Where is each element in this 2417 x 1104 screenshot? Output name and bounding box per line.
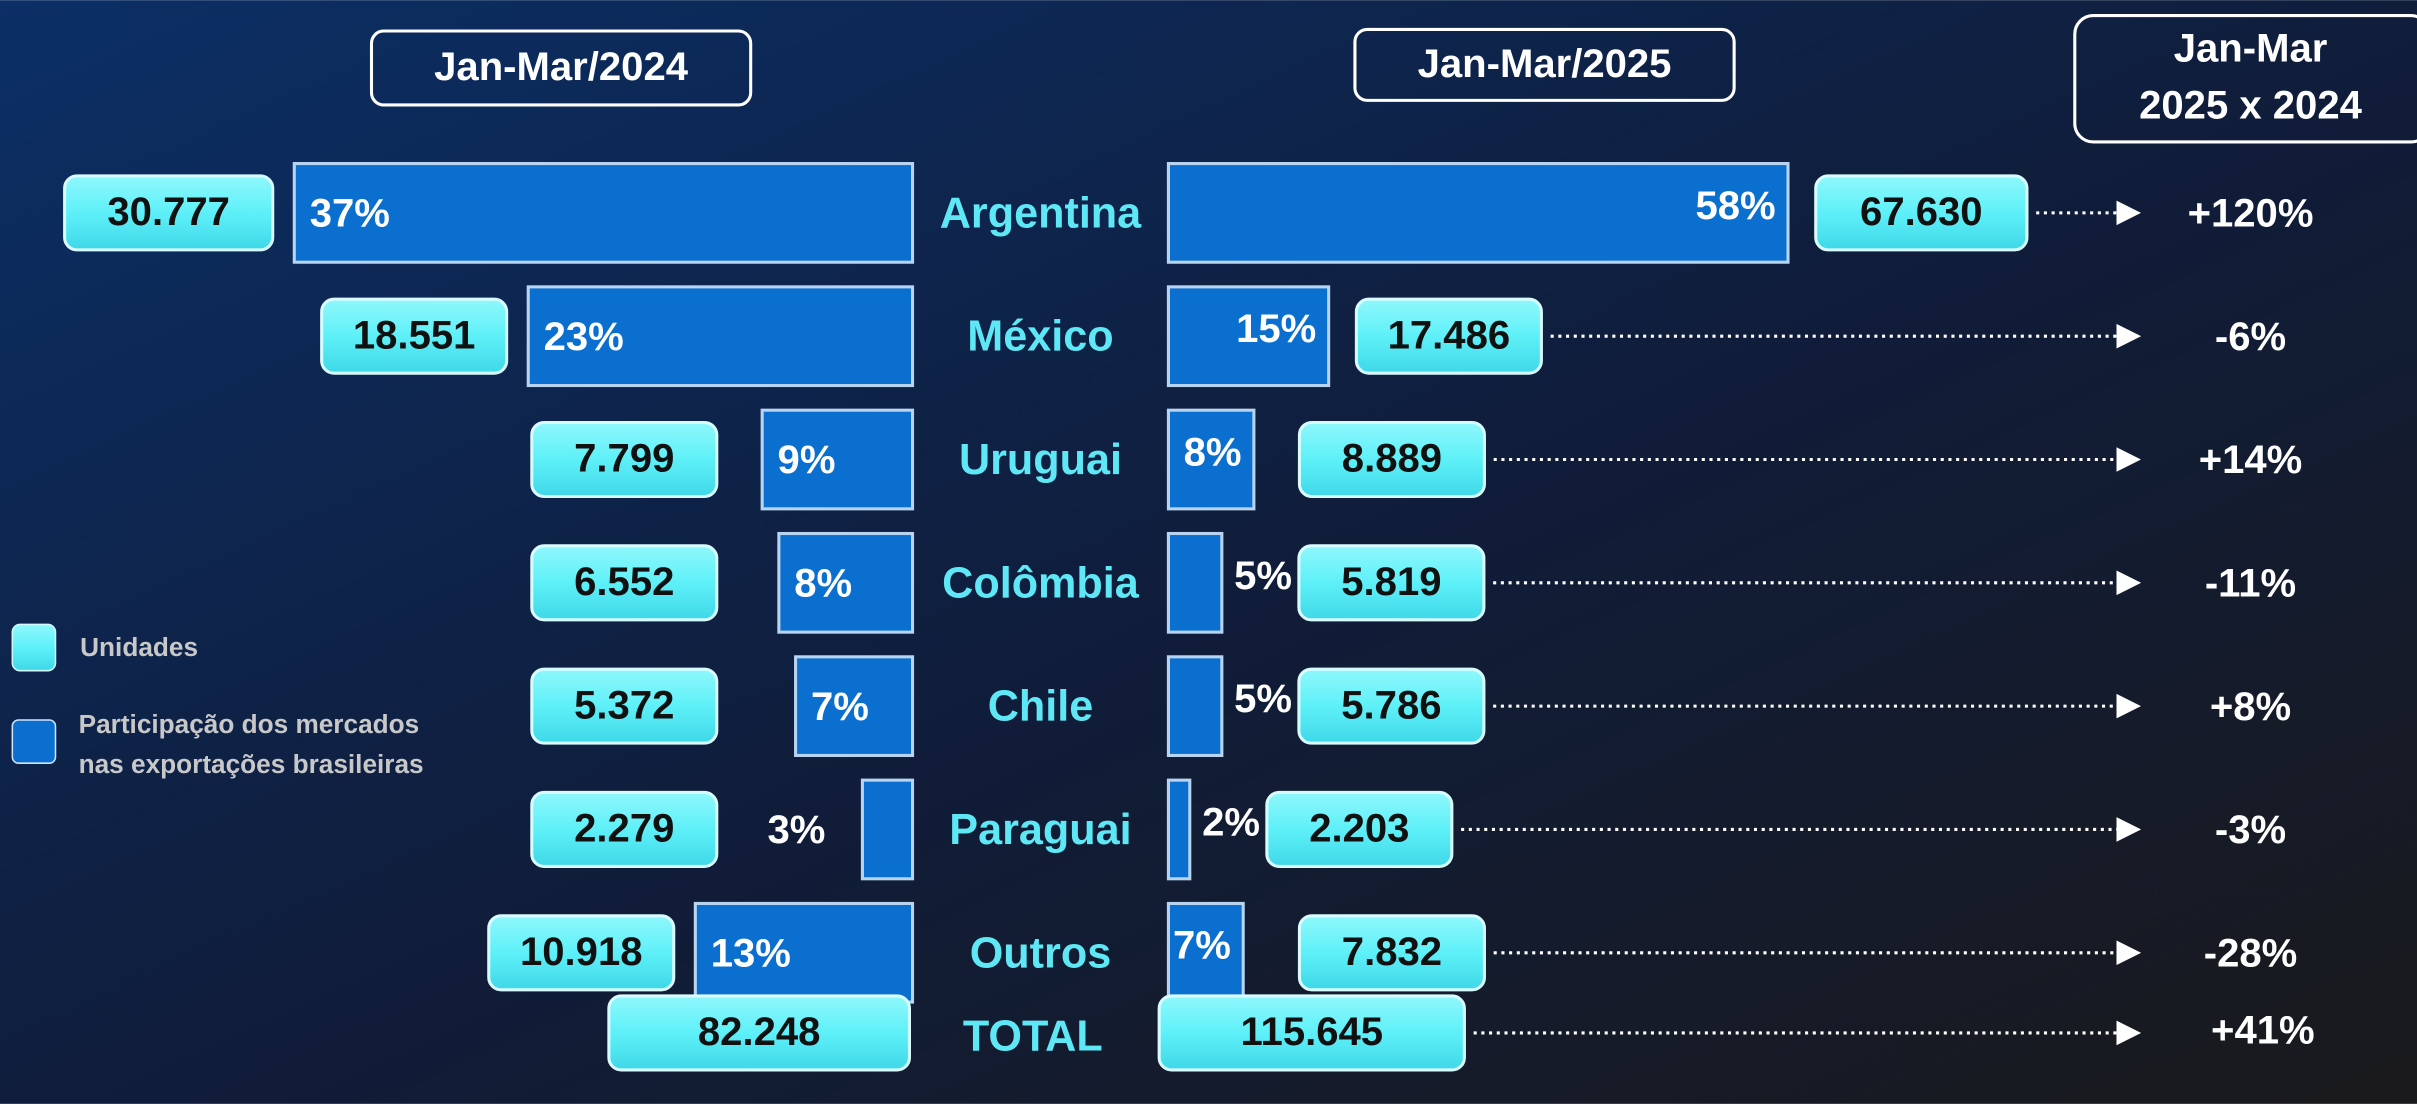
share-label: 9% bbox=[778, 438, 836, 482]
legend-label: nas exportações brasileiras bbox=[79, 749, 424, 779]
category-label: TOTAL bbox=[963, 1013, 1103, 1061]
unit-box bbox=[1157, 994, 1466, 1072]
header: Jan-Mar/2024 bbox=[434, 45, 689, 89]
unit-box bbox=[530, 790, 719, 868]
unit-label: 2.203 bbox=[1309, 807, 1409, 851]
category-label: Outros bbox=[970, 929, 1111, 977]
share-label: 8% bbox=[794, 561, 852, 605]
unit-label: 10.918 bbox=[520, 930, 643, 974]
bar bbox=[526, 285, 915, 388]
unit-box bbox=[1814, 174, 2029, 252]
unit-box bbox=[607, 994, 911, 1072]
bar bbox=[1166, 162, 1790, 264]
change-label: +14% bbox=[2199, 438, 2303, 482]
unit-label: 67.630 bbox=[1860, 190, 1983, 234]
unit-box bbox=[1354, 297, 1543, 375]
bar bbox=[860, 778, 915, 881]
share-label: 3% bbox=[768, 808, 826, 852]
bar bbox=[1166, 285, 1331, 388]
unit-label: 82.248 bbox=[698, 1010, 821, 1054]
share-label: 7% bbox=[1173, 924, 1231, 968]
bar bbox=[760, 408, 915, 511]
share-label: 15% bbox=[1236, 307, 1316, 351]
legend-swatch bbox=[11, 623, 57, 672]
unit-label: 5.819 bbox=[1341, 560, 1441, 604]
category-label: Colômbia bbox=[942, 559, 1140, 607]
bar bbox=[1166, 655, 1224, 758]
share-label: 7% bbox=[811, 685, 869, 729]
unit-box bbox=[1297, 914, 1486, 992]
unit-label: 5.372 bbox=[574, 683, 674, 727]
bar bbox=[1166, 531, 1224, 634]
legend-label: Unidades bbox=[80, 632, 198, 662]
header-box bbox=[369, 29, 753, 107]
unit-label: 5.786 bbox=[1341, 683, 1441, 727]
category-label: Paraguai bbox=[949, 806, 1131, 854]
share-label: 5% bbox=[1234, 677, 1292, 721]
unit-label: 7.832 bbox=[1342, 930, 1442, 974]
bar bbox=[292, 162, 915, 264]
category-label: Argentina bbox=[940, 189, 1142, 237]
change-label: -28% bbox=[2204, 931, 2298, 975]
change-label: +41% bbox=[2211, 1009, 2315, 1053]
bar bbox=[777, 531, 915, 634]
unit-label: 2.279 bbox=[574, 807, 674, 851]
change-label: -6% bbox=[2215, 315, 2286, 359]
bar bbox=[1166, 778, 1192, 881]
legend-label: Participação dos mercados bbox=[79, 709, 420, 739]
change-label: +120% bbox=[2188, 192, 2314, 236]
unit-box bbox=[1297, 544, 1486, 622]
unit-box bbox=[530, 667, 719, 745]
change-label: -3% bbox=[2215, 808, 2286, 852]
unit-box bbox=[1297, 420, 1486, 499]
unit-label: 8.889 bbox=[1342, 437, 1442, 481]
change-label: -11% bbox=[2205, 561, 2296, 605]
share-label: 23% bbox=[544, 315, 624, 359]
share-label: 8% bbox=[1184, 430, 1242, 474]
legend-swatch bbox=[11, 719, 57, 764]
share-label: 5% bbox=[1234, 554, 1292, 598]
unit-label: 30.777 bbox=[107, 190, 230, 234]
unit-box bbox=[1297, 667, 1486, 745]
header-box bbox=[1353, 27, 1736, 102]
category-label: México bbox=[967, 313, 1113, 361]
header: Jan-Mar bbox=[2174, 27, 2328, 71]
header: Jan-Mar/2025 bbox=[1418, 42, 1672, 86]
share-label: 58% bbox=[1695, 184, 1775, 228]
unit-label: 7.799 bbox=[574, 437, 674, 481]
bar bbox=[693, 901, 915, 1004]
unit-box bbox=[530, 544, 719, 622]
unit-box bbox=[530, 420, 719, 499]
share-label: 13% bbox=[711, 931, 791, 975]
unit-label: 18.551 bbox=[353, 313, 476, 357]
unit-box bbox=[487, 914, 676, 992]
unit-label: 17.486 bbox=[1388, 313, 1511, 357]
unit-label: 115.645 bbox=[1240, 1010, 1383, 1054]
bar bbox=[794, 655, 915, 758]
change-label: +8% bbox=[2210, 685, 2291, 729]
unit-box bbox=[320, 297, 509, 375]
unit-box bbox=[1265, 790, 1454, 868]
header-box bbox=[2073, 14, 2417, 144]
share-label: 37% bbox=[310, 192, 390, 236]
unit-label: 6.552 bbox=[574, 560, 674, 604]
category-label: Chile bbox=[988, 683, 1094, 731]
category-label: Uruguai bbox=[959, 436, 1122, 484]
share-label: 2% bbox=[1202, 800, 1260, 844]
unit-box bbox=[63, 174, 275, 252]
bar bbox=[1166, 408, 1256, 511]
header: 2025 x 2024 bbox=[2139, 84, 2363, 128]
